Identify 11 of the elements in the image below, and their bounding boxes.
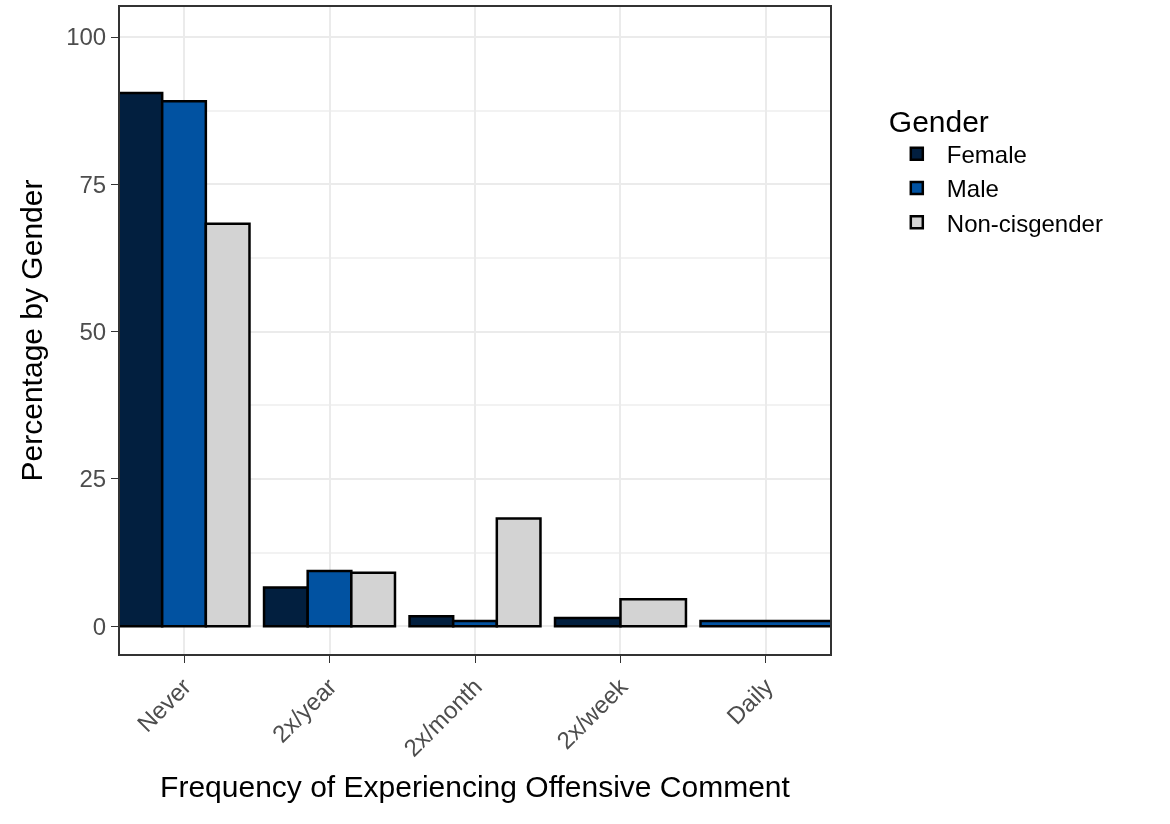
legend-label: Female [946,141,1027,169]
legend-label: Non-cisgender [946,209,1103,237]
y-tick-label: 100 [66,23,107,51]
x-axis-title: Frequency of Experiencing Offensive Comment [160,769,791,803]
y-axis-title: Percentage by Gender [14,179,48,482]
legend-label: Male [946,175,999,203]
legend-title: Gender [888,104,989,138]
y-tick-label: 75 [79,170,107,198]
y-tick-label: 0 [92,612,107,640]
y-tick-label: 50 [79,318,107,346]
y-tick-label: 25 [79,465,107,493]
